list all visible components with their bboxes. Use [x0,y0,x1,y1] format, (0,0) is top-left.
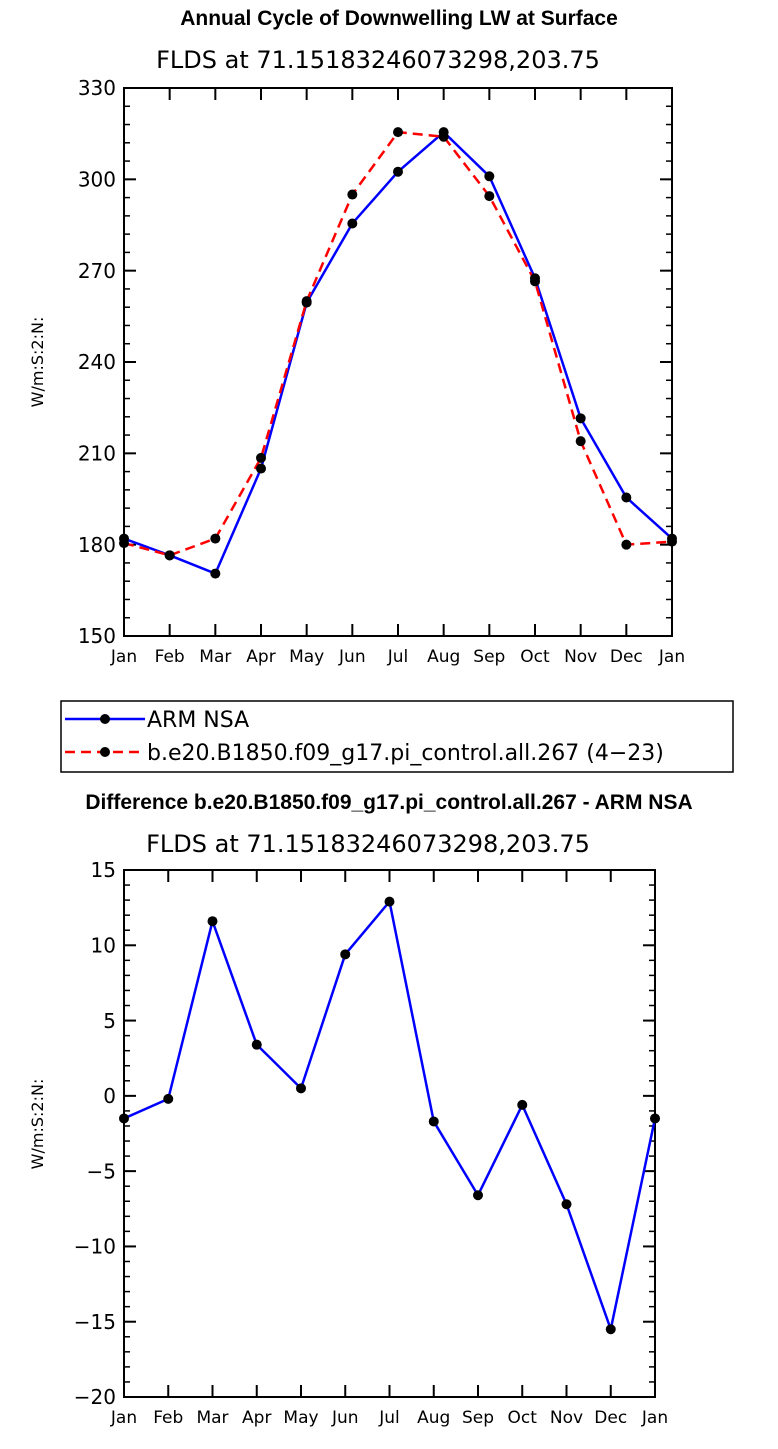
y-tick-label: 5 [103,1009,116,1033]
x-tick-label: Mar [196,1408,228,1428]
x-tick-label: Sep [462,1408,494,1428]
series-line-0 [123,130,673,575]
x-tick-label: Jul [387,647,409,667]
data-point [347,218,358,229]
x-tick-label: Aug [417,1408,450,1428]
x-tick-label: Jan [110,647,137,667]
data-point [301,296,312,307]
data-point [119,538,129,549]
y-tick-label: 300 [78,168,116,192]
y-tick-label: 240 [78,350,116,374]
x-tick-label: Mar [199,647,231,667]
data-point [484,191,495,202]
data-point [393,166,403,177]
data-point [164,550,175,561]
data-point [296,1083,306,1094]
series-line-0 [123,900,657,1331]
legend: ARM NSA b.e20.B1850.f09_g17.pi_control.a… [60,700,734,773]
y-tick-label: 15 [91,858,116,882]
x-tick-label: Jan [641,1408,668,1428]
annual-cycle-panel: Annual Cycle of Downwelling LW at Surfac… [28,7,685,667]
x-tick-label: Nov [550,1408,583,1428]
data-point [517,1099,528,1110]
data-point [428,1116,439,1127]
series-line-1 [123,130,673,557]
x-tick-label: Oct [520,647,550,667]
legend-box [60,700,734,773]
x-tick-label: Jun [331,1408,359,1428]
data-point [207,916,218,927]
data-point [575,413,586,424]
x-tick-label: Feb [153,1408,183,1428]
chart-title: Difference b.e20.B1850.f09_g17.pi_contro… [85,791,692,814]
x-tick-label: Sep [473,647,505,667]
x-tick-label: Jan [110,1408,137,1428]
data-point [210,533,221,544]
plot-frame [123,869,656,1398]
x-tick-label: Dec [594,1408,627,1428]
y-tick-label: 270 [78,259,116,283]
y-tick-label: 0 [103,1084,116,1108]
data-point [393,127,403,138]
x-tick-label: Jan [658,647,685,667]
chart-subtitle: FLDS at 71.15183246073298,203.75 [146,830,590,858]
data-point [384,896,395,907]
x-tick-label: Oct [508,1408,538,1428]
data-point [251,1039,262,1050]
data-point [256,452,266,463]
legend-marker-model [100,747,110,757]
y-tick-label: −5 [87,1159,116,1183]
y-tick-label: −15 [74,1310,116,1334]
difference-panel: Difference b.e20.B1850.f09_g17.pi_contro… [28,791,693,1428]
data-point [667,536,677,547]
legend-label-arm: ARM NSA [147,708,249,733]
x-tick-label: Apr [246,647,275,667]
data-point [605,1324,616,1335]
y-tick-label: −10 [74,1235,116,1259]
x-tick-label: Jul [378,1408,400,1428]
x-tick-label: May [289,647,324,667]
x-tick-label: Feb [155,647,185,667]
chart-subtitle: FLDS at 71.15183246073298,203.75 [156,46,600,74]
chart-title: Annual Cycle of Downwelling LW at Surfac… [180,7,618,30]
y-axis-label: W/m:S:2:N: [28,1079,47,1170]
y-tick-label: 180 [78,533,116,557]
x-tick-label: Aug [427,647,460,667]
data-point [621,492,632,503]
y-axis-label: W/m:S:2:N: [28,317,47,408]
x-tick-label: Dec [610,647,643,667]
data-point [561,1199,572,1210]
data-point [473,1190,483,1201]
x-tick-label: May [283,1408,318,1428]
data-point [347,189,358,200]
y-tick-label: 330 [78,76,116,100]
data-point [650,1113,660,1124]
x-tick-label: Nov [564,647,597,667]
y-tick-label: 210 [78,442,116,466]
x-tick-label: Apr [242,1408,271,1428]
data-point [484,171,495,182]
data-point [210,568,221,579]
x-tick-label: Jun [338,647,366,667]
data-point [530,276,540,287]
y-tick-label: 10 [91,933,116,957]
data-point [340,949,351,960]
y-tick-label: 150 [78,624,116,648]
legend-marker-arm [100,714,110,724]
data-point [621,539,632,550]
data-point [163,1093,174,1104]
data-point [438,131,449,142]
y-tick-label: −20 [74,1385,116,1409]
legend-label-model: b.e20.B1850.f09_g17.pi_control.all.267 (… [147,741,664,766]
data-point [256,463,266,474]
data-point [119,1113,129,1124]
data-point [575,436,586,447]
